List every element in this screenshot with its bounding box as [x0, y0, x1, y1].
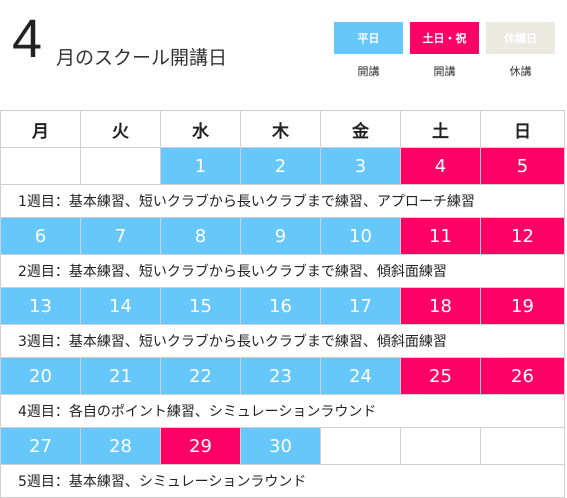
- day-header-tue: 火: [81, 111, 161, 148]
- legend-holiday-box: 土日・祝: [410, 22, 479, 54]
- day-header-mon: 月: [1, 111, 81, 148]
- date-cell: 5: [481, 148, 565, 185]
- title-month: 4: [12, 9, 43, 69]
- date-cell: 25: [401, 358, 481, 395]
- date-cell: 22: [161, 358, 241, 395]
- date-cell: 20: [1, 358, 81, 395]
- week-3-note: 3週目：基本練習、短いクラブから長いクラブまで練習、傾斜面練習: [1, 325, 565, 358]
- week-5-dates: 27 28 29 30: [1, 428, 565, 465]
- week-5-note: 5週目：基本練習、シミュレーションラウンド: [1, 465, 565, 498]
- legend-holiday-label: 土日・祝: [422, 32, 467, 45]
- legend-closed-label: 休講日: [504, 32, 537, 45]
- week-2-note: 2週目：基本練習、短いクラブから長いクラブまで練習、傾斜面練習: [1, 255, 565, 288]
- date-cell: 19: [481, 288, 565, 325]
- date-cell: 4: [401, 148, 481, 185]
- date-cell: 16: [241, 288, 321, 325]
- date-cell: 17: [321, 288, 401, 325]
- date-cell: 14: [81, 288, 161, 325]
- date-cell: 7: [81, 218, 161, 255]
- legend-weekday-box: 平日: [334, 22, 403, 54]
- day-header-sun: 日: [481, 111, 565, 148]
- week-4-note: 4週目：各自のポイント練習、シミュレーションラウンド: [1, 395, 565, 428]
- date-cell: 6: [1, 218, 81, 255]
- date-cell: [481, 428, 565, 465]
- day-header-sat: 土: [401, 111, 481, 148]
- date-cell: 11: [401, 218, 481, 255]
- date-cell: 24: [321, 358, 401, 395]
- legend-closed-box: 休講日: [486, 22, 555, 54]
- week-2-dates: 6 7 8 9 10 11 12: [1, 218, 565, 255]
- date-cell: 12: [481, 218, 565, 255]
- legend-weekday-label: 平日: [357, 32, 380, 45]
- date-cell: 18: [401, 288, 481, 325]
- week-4-dates: 20 21 22 23 24 25 26: [1, 358, 565, 395]
- legend-holiday-caption: 開講: [433, 65, 456, 78]
- date-cell: 15: [161, 288, 241, 325]
- date-cell: 29: [161, 428, 241, 465]
- date-cell: 9: [241, 218, 321, 255]
- legend-closed-caption: 休講: [509, 65, 532, 78]
- weekday-header-row: 月 火 水 木 金 土 日: [1, 111, 565, 148]
- date-cell: [81, 148, 161, 185]
- calendar-table: 月 火 水 木 金 土 日 1 2 3 4 5 1週目：基本練習、短いクラブから…: [0, 110, 565, 498]
- date-cell: 26: [481, 358, 565, 395]
- day-header-wed: 水: [161, 111, 241, 148]
- date-cell: 1: [161, 148, 241, 185]
- date-cell: 28: [81, 428, 161, 465]
- title-text: 月のスクール開講日: [56, 47, 228, 69]
- date-cell: 2: [241, 148, 321, 185]
- date-cell: 21: [81, 358, 161, 395]
- week-1-dates: 1 2 3 4 5: [1, 148, 565, 185]
- date-cell: 23: [241, 358, 321, 395]
- date-cell: 30: [241, 428, 321, 465]
- date-cell: 10: [321, 218, 401, 255]
- date-cell: 13: [1, 288, 81, 325]
- date-cell: 3: [321, 148, 401, 185]
- legend-weekday-caption: 開講: [357, 65, 380, 78]
- week-1-note: 1週目：基本練習、短いクラブから長いクラブまで練習、アプローチ練習: [1, 185, 565, 218]
- date-cell: 27: [1, 428, 81, 465]
- date-cell: [321, 428, 401, 465]
- day-header-fri: 金: [321, 111, 401, 148]
- date-cell: [401, 428, 481, 465]
- day-header-thu: 木: [241, 111, 321, 148]
- date-cell: 8: [161, 218, 241, 255]
- date-cell: [1, 148, 81, 185]
- week-3-dates: 13 14 15 16 17 18 19: [1, 288, 565, 325]
